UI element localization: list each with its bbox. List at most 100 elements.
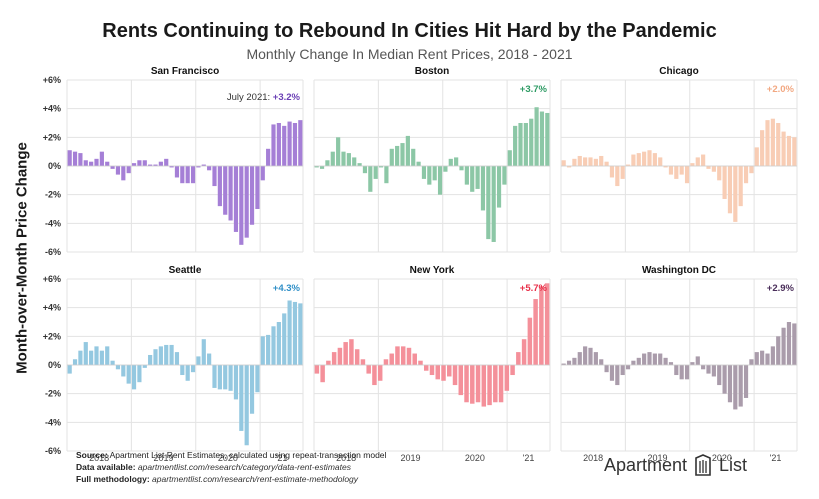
bar: [760, 130, 765, 166]
methodology-label: Full methodology:: [76, 474, 150, 484]
bar: [94, 346, 99, 365]
bar: [521, 339, 527, 365]
bar: [510, 365, 515, 376]
bar: [480, 166, 486, 211]
bar: [496, 166, 502, 208]
bar: [72, 359, 78, 365]
y-tick-label: 0%: [48, 360, 61, 370]
y-tick-label: +2%: [43, 331, 61, 341]
bar: [470, 365, 475, 404]
bar: [244, 365, 249, 446]
bar: [343, 342, 348, 365]
bar: [652, 153, 657, 166]
bar: [99, 151, 104, 166]
bar: [354, 349, 360, 365]
bar: [228, 365, 233, 391]
bar: [121, 365, 126, 377]
bar: [148, 354, 153, 365]
bar: [72, 151, 78, 166]
annotation-prefix: July 2021:: [227, 92, 273, 103]
bar: [83, 342, 88, 365]
bar: [631, 154, 636, 166]
y-tick-label: -6%: [45, 247, 61, 257]
bar: [260, 336, 265, 365]
bar: [362, 166, 368, 174]
bar: [625, 164, 631, 166]
bar: [185, 166, 190, 184]
bar: [786, 135, 792, 166]
bar: [360, 359, 366, 365]
bar: [325, 160, 330, 166]
bar: [67, 365, 72, 374]
bar: [668, 166, 674, 175]
panel-title: Boston: [415, 66, 449, 77]
bar: [727, 365, 733, 403]
chart-subtitle: Monthly Change In Median Rent Prices, 20…: [246, 46, 573, 62]
bar: [207, 166, 212, 171]
bar: [196, 356, 201, 365]
bar: [94, 158, 99, 166]
x-tick-label: 2020: [712, 453, 732, 463]
y-tick-label: +6%: [43, 274, 61, 284]
bar: [502, 166, 507, 185]
y-tick-label: -2%: [45, 389, 61, 399]
data-link[interactable]: apartmentlist.com/research/category/data…: [137, 462, 351, 472]
bar: [395, 346, 400, 365]
bar: [326, 360, 331, 365]
bar: [411, 148, 416, 166]
bar: [663, 357, 668, 365]
bar: [609, 365, 615, 381]
bar: [786, 322, 792, 365]
x-tick-label: 2018: [583, 453, 603, 463]
bar: [190, 166, 196, 184]
bar: [131, 365, 137, 390]
bar: [429, 365, 435, 376]
bar: [337, 347, 343, 365]
bar: [260, 166, 265, 181]
bar: [684, 166, 690, 184]
source-label: Source:: [76, 450, 108, 460]
bar: [459, 166, 464, 171]
methodology-link[interactable]: apartmentlist.com/research/rent-estimate…: [152, 474, 359, 484]
bar: [298, 303, 303, 365]
bar: [276, 322, 281, 365]
bar: [754, 147, 759, 166]
annotation-value: +3.2%: [273, 92, 301, 103]
bar: [115, 365, 121, 370]
logo-text-right: List: [719, 454, 748, 475]
bar: [201, 164, 206, 166]
bar: [566, 166, 572, 168]
bar: [217, 365, 222, 390]
bar: [544, 283, 550, 365]
bar: [164, 344, 169, 365]
bar: [78, 350, 83, 365]
bar: [395, 145, 400, 166]
bar: [743, 166, 749, 184]
panel-title: Washington DC: [642, 265, 716, 276]
bar: [383, 359, 389, 365]
bar: [131, 163, 137, 166]
bar: [706, 365, 711, 374]
bar: [416, 161, 421, 166]
bar: [733, 166, 738, 222]
bar: [292, 123, 298, 166]
x-tick-label: 2019: [401, 453, 421, 463]
bar: [452, 365, 458, 386]
bar: [711, 166, 716, 172]
latest-value-annotation: +5.7%: [520, 283, 548, 294]
bar: [427, 166, 432, 185]
bar: [142, 160, 147, 166]
bar: [148, 164, 153, 166]
bar: [244, 166, 249, 238]
bar: [110, 166, 115, 169]
bar: [223, 365, 228, 390]
bar: [475, 365, 481, 403]
bar: [513, 125, 518, 166]
bar: [561, 160, 566, 166]
bar: [516, 352, 521, 365]
bar: [658, 353, 663, 365]
bar: [776, 336, 781, 365]
bar: [319, 166, 325, 169]
bar: [663, 166, 668, 168]
bar: [527, 317, 533, 365]
